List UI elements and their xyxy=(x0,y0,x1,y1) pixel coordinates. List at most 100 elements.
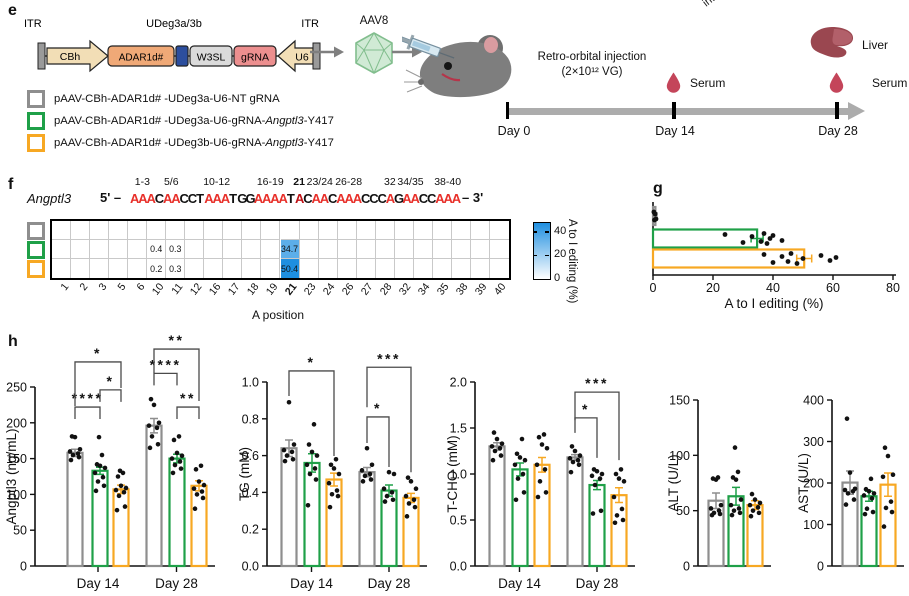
heatmap-cell: 0.3 xyxy=(166,240,186,259)
data-point xyxy=(179,453,185,459)
data-point xyxy=(406,501,412,506)
data-point xyxy=(543,490,549,495)
data-point xyxy=(329,491,335,497)
data-point xyxy=(863,486,869,492)
data-point xyxy=(827,258,833,263)
sequence-base: A xyxy=(163,191,173,206)
data-point xyxy=(76,454,82,460)
data-point xyxy=(614,513,620,518)
sig-bracket xyxy=(153,372,178,386)
data-point xyxy=(77,446,83,452)
heatmap-cell xyxy=(356,240,376,259)
sig-bracket xyxy=(574,391,620,461)
heatmap-cell xyxy=(71,259,91,278)
data-point xyxy=(618,467,624,472)
sequence-base: A xyxy=(336,191,346,206)
heatmap-x-tick: 34 xyxy=(416,281,433,298)
chart-ast: 0 100 200 300 400 AST (U/L) xyxy=(796,394,904,574)
data-point xyxy=(861,493,867,498)
udeg-label: UDeg3a/3b xyxy=(146,18,202,30)
data-point xyxy=(99,452,105,458)
data-point xyxy=(333,456,339,462)
heatmap-cell xyxy=(242,259,262,278)
syringe-icon xyxy=(402,34,455,59)
data-point xyxy=(335,493,341,499)
heatmap-x-tick: 2 xyxy=(76,281,91,293)
svg-text:***: *** xyxy=(585,375,609,391)
data-point xyxy=(94,462,100,467)
data-point xyxy=(412,504,418,510)
sequence-base: C xyxy=(361,191,371,206)
data-point xyxy=(845,491,851,496)
legend-label: pAAV-CBh-ADAR1d# -UDeg3a-U6-NT gRNA xyxy=(54,93,280,105)
data-point xyxy=(576,462,582,468)
data-point xyxy=(770,260,776,265)
svg-text:0.6: 0.6 xyxy=(242,449,259,463)
data-point xyxy=(616,476,622,481)
data-point xyxy=(367,471,373,477)
heatmap-cell xyxy=(71,240,91,259)
heatmap-cell xyxy=(375,259,395,278)
data-point xyxy=(147,445,153,451)
timeline-tick-day28 xyxy=(835,102,839,119)
sig-bracket xyxy=(153,348,200,402)
data-point xyxy=(512,462,518,468)
data-point xyxy=(113,487,119,493)
data-point xyxy=(755,505,761,510)
svg-text:***: *** xyxy=(377,350,401,366)
heatmap-cell xyxy=(489,259,509,278)
data-point xyxy=(513,497,519,503)
heatmap-cell xyxy=(299,259,319,278)
data-point xyxy=(517,455,523,460)
sequence-base: C xyxy=(179,191,189,206)
data-point xyxy=(498,453,504,458)
colorbar-tick-mark xyxy=(533,254,537,257)
svg-text:*: * xyxy=(94,345,102,361)
heatmap-cell xyxy=(337,240,357,259)
sequence-base: A xyxy=(270,191,280,206)
heatmap-cell xyxy=(413,259,433,278)
heatmap-cell xyxy=(470,240,490,259)
svg-text:250: 250 xyxy=(6,381,27,395)
data-point xyxy=(885,453,891,459)
data-point xyxy=(847,470,853,475)
data-point xyxy=(192,506,198,512)
data-point xyxy=(544,445,550,451)
sig-bracket xyxy=(74,406,101,420)
data-point xyxy=(368,477,374,482)
heatmap-cell xyxy=(489,221,509,240)
bar xyxy=(651,228,759,249)
data-point xyxy=(871,491,877,496)
sig-bracket xyxy=(74,361,122,406)
data-point xyxy=(515,476,521,481)
data-point xyxy=(116,493,122,499)
data-point xyxy=(843,502,849,507)
data-point xyxy=(761,252,767,257)
heatmap-cell xyxy=(413,240,433,259)
svg-text:1.0: 1.0 xyxy=(450,468,467,482)
data-point xyxy=(326,480,332,486)
data-point xyxy=(403,493,409,499)
data-point xyxy=(731,508,737,513)
heatmap-cell xyxy=(318,259,338,278)
svg-text:100: 100 xyxy=(803,518,824,532)
data-point xyxy=(749,234,755,239)
data-point xyxy=(880,474,886,480)
data-point xyxy=(589,473,595,479)
data-point xyxy=(757,500,763,506)
svg-text:Angptl3 (ng/mL): Angptl3 (ng/mL) xyxy=(4,428,19,524)
data-point xyxy=(198,463,204,469)
data-point xyxy=(170,470,176,476)
itr-right-label: ITR xyxy=(301,18,319,30)
error-bar xyxy=(538,456,546,473)
data-point xyxy=(362,473,368,479)
sequence-prefix: 5' – xyxy=(100,190,122,205)
heatmap-cell xyxy=(375,221,395,240)
data-point xyxy=(96,434,102,440)
data-point xyxy=(569,444,575,449)
data-point xyxy=(613,471,619,477)
data-point xyxy=(391,471,397,477)
data-point xyxy=(494,436,500,442)
heatmap-cell xyxy=(394,240,414,259)
